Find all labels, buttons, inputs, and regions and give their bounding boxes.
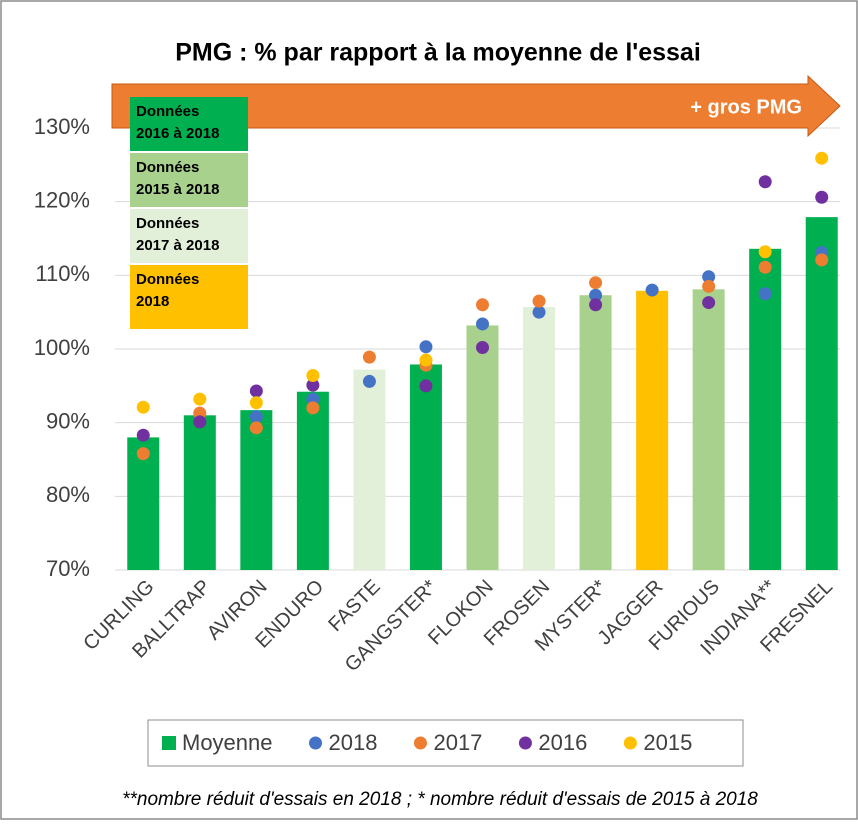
bar (523, 307, 556, 570)
legend-label: Moyenne (182, 730, 273, 755)
bar (240, 410, 273, 570)
legend-label: 2018 (329, 730, 378, 755)
point (193, 392, 207, 406)
bar (805, 217, 838, 571)
point (419, 353, 433, 367)
point (815, 190, 829, 204)
point (419, 379, 433, 393)
bar (466, 325, 499, 570)
color-key-box (130, 209, 248, 263)
y-tick-label: 90% (46, 408, 90, 433)
color-key-label: Données (136, 103, 199, 120)
point (476, 341, 489, 355)
bar (409, 364, 442, 570)
annotation: + gros PMG (690, 96, 802, 118)
point (645, 283, 659, 297)
color-key-label: 2017 à 2018 (136, 237, 219, 254)
color-key-label: Données (136, 271, 199, 288)
legend-box (147, 719, 744, 767)
point (476, 298, 489, 312)
point (362, 350, 376, 364)
point (136, 400, 150, 414)
point (362, 374, 376, 388)
point (532, 294, 546, 308)
point (758, 287, 772, 301)
point (136, 428, 150, 442)
legend-swatch (518, 736, 532, 750)
bar (183, 415, 216, 570)
color-key-label: Données (136, 159, 199, 176)
point (306, 378, 320, 392)
point (702, 270, 716, 284)
bar (692, 289, 725, 570)
point (419, 340, 433, 354)
point (589, 276, 603, 290)
y-tick-label: 110% (35, 261, 90, 286)
point (249, 384, 263, 398)
y-tick-label: 70% (46, 556, 90, 581)
color-key-box (130, 265, 248, 329)
y-tick-label: 80% (46, 482, 90, 507)
point (758, 175, 772, 189)
point (136, 447, 150, 461)
point (758, 260, 772, 274)
legend-swatch (413, 736, 427, 750)
legend-label: 2016 (538, 730, 587, 755)
point (815, 151, 829, 165)
point (702, 296, 716, 310)
color-key-box (130, 97, 248, 151)
color-key-label: 2015 à 2018 (136, 181, 219, 198)
color-key-label: 2016 à 2018 (136, 125, 219, 142)
chart-title: PMG : % par rapport à la moyenne de l'es… (175, 39, 701, 67)
point (589, 298, 603, 312)
y-tick-label: 130% (34, 114, 90, 139)
color-key-label: 2018 (136, 293, 169, 310)
point (476, 317, 489, 331)
bar (636, 290, 669, 570)
legend-label: 2015 (643, 730, 692, 755)
point (306, 369, 320, 383)
point (702, 279, 716, 293)
legend-label: 2017 (433, 730, 482, 755)
color-key-box (130, 153, 248, 207)
color-key-label: Données (136, 215, 199, 232)
point (758, 245, 772, 259)
bar (579, 295, 612, 570)
bar (353, 369, 386, 570)
point (193, 415, 207, 429)
y-tick-label: 120% (34, 187, 90, 212)
point (249, 396, 263, 410)
bar (749, 248, 782, 570)
point (306, 401, 320, 415)
footnote: **nombre réduit d'essais en 2018 ; * nom… (122, 789, 758, 810)
point (589, 288, 603, 302)
y-tick-label: 100% (34, 335, 90, 360)
legend-swatch (162, 736, 176, 750)
bar (296, 391, 329, 570)
point (249, 410, 263, 424)
legend-swatch (623, 736, 637, 750)
point (532, 305, 546, 319)
point (815, 253, 829, 267)
legend-swatch (309, 736, 323, 750)
point (249, 421, 263, 435)
